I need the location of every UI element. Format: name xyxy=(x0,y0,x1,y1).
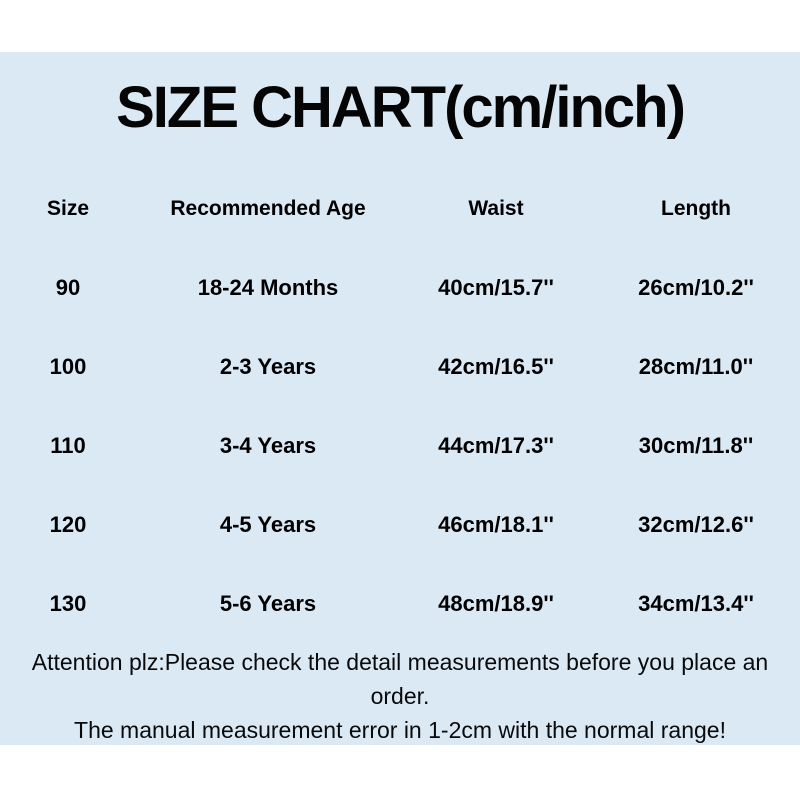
header-cell-age: Recommended Age xyxy=(170,196,366,220)
cell-length: 34cm/13.4'' xyxy=(638,590,754,616)
cell-length: 28cm/11.0'' xyxy=(638,353,754,379)
attention-line-3: The manual measurement error in 1-2cm wi… xyxy=(74,717,726,743)
cell-length: 30cm/11.8'' xyxy=(638,432,754,458)
size-chart-panel: SIZE CHART(cm/inch) Size Recommended Age… xyxy=(0,52,800,745)
cell-size: 130 xyxy=(49,590,87,616)
cell-size: 110 xyxy=(50,432,86,458)
table-row: 110 3-4 Years 44cm/17.3'' 30cm/11.8'' xyxy=(0,406,800,485)
cell-size: 120 xyxy=(49,511,87,537)
cell-age: 18-24 Months xyxy=(197,274,339,300)
cell-length: 32cm/12.6'' xyxy=(638,511,754,537)
cell-age: 2-3 Years xyxy=(219,353,317,379)
cell-waist: 44cm/17.3'' xyxy=(438,432,554,458)
header-cell-length: Length xyxy=(661,196,731,220)
table-header-row: Size Recommended Age Waist Length xyxy=(0,169,800,248)
cell-waist: 40cm/15.7'' xyxy=(438,274,554,300)
table-row: 120 4-5 Years 46cm/18.1'' 32cm/12.6'' xyxy=(0,485,800,564)
header-cell-waist: Waist xyxy=(468,196,524,220)
table-row: 130 5-6 Years 48cm/18.9'' 34cm/13.4'' xyxy=(0,564,800,643)
cell-age: 4-5 Years xyxy=(219,511,317,537)
cell-waist: 46cm/18.1'' xyxy=(438,511,554,537)
cell-length: 26cm/10.2'' xyxy=(638,274,754,300)
cell-waist: 48cm/18.9'' xyxy=(438,590,554,616)
header-cell-size: Size xyxy=(46,196,90,220)
table-row: 100 2-3 Years 42cm/16.5'' 28cm/11.0'' xyxy=(0,327,800,406)
attention-line-1: Attention plz:Please check the detail me… xyxy=(31,649,769,675)
size-table: Size Recommended Age Waist Length 90 18-… xyxy=(0,169,800,643)
cell-waist: 42cm/16.5'' xyxy=(438,353,554,379)
cell-age: 3-4 Years xyxy=(219,432,317,458)
chart-title: SIZE CHART(cm/inch) xyxy=(116,75,686,140)
cell-size: 90 xyxy=(55,274,81,300)
cell-age: 5-6 Years xyxy=(219,590,317,616)
table-row: 90 18-24 Months 40cm/15.7'' 26cm/10.2'' xyxy=(0,248,800,327)
cell-size: 100 xyxy=(49,353,87,379)
attention-line-2: order. xyxy=(370,683,430,709)
attention-note: Attention plz:Please check the detail me… xyxy=(0,645,800,747)
